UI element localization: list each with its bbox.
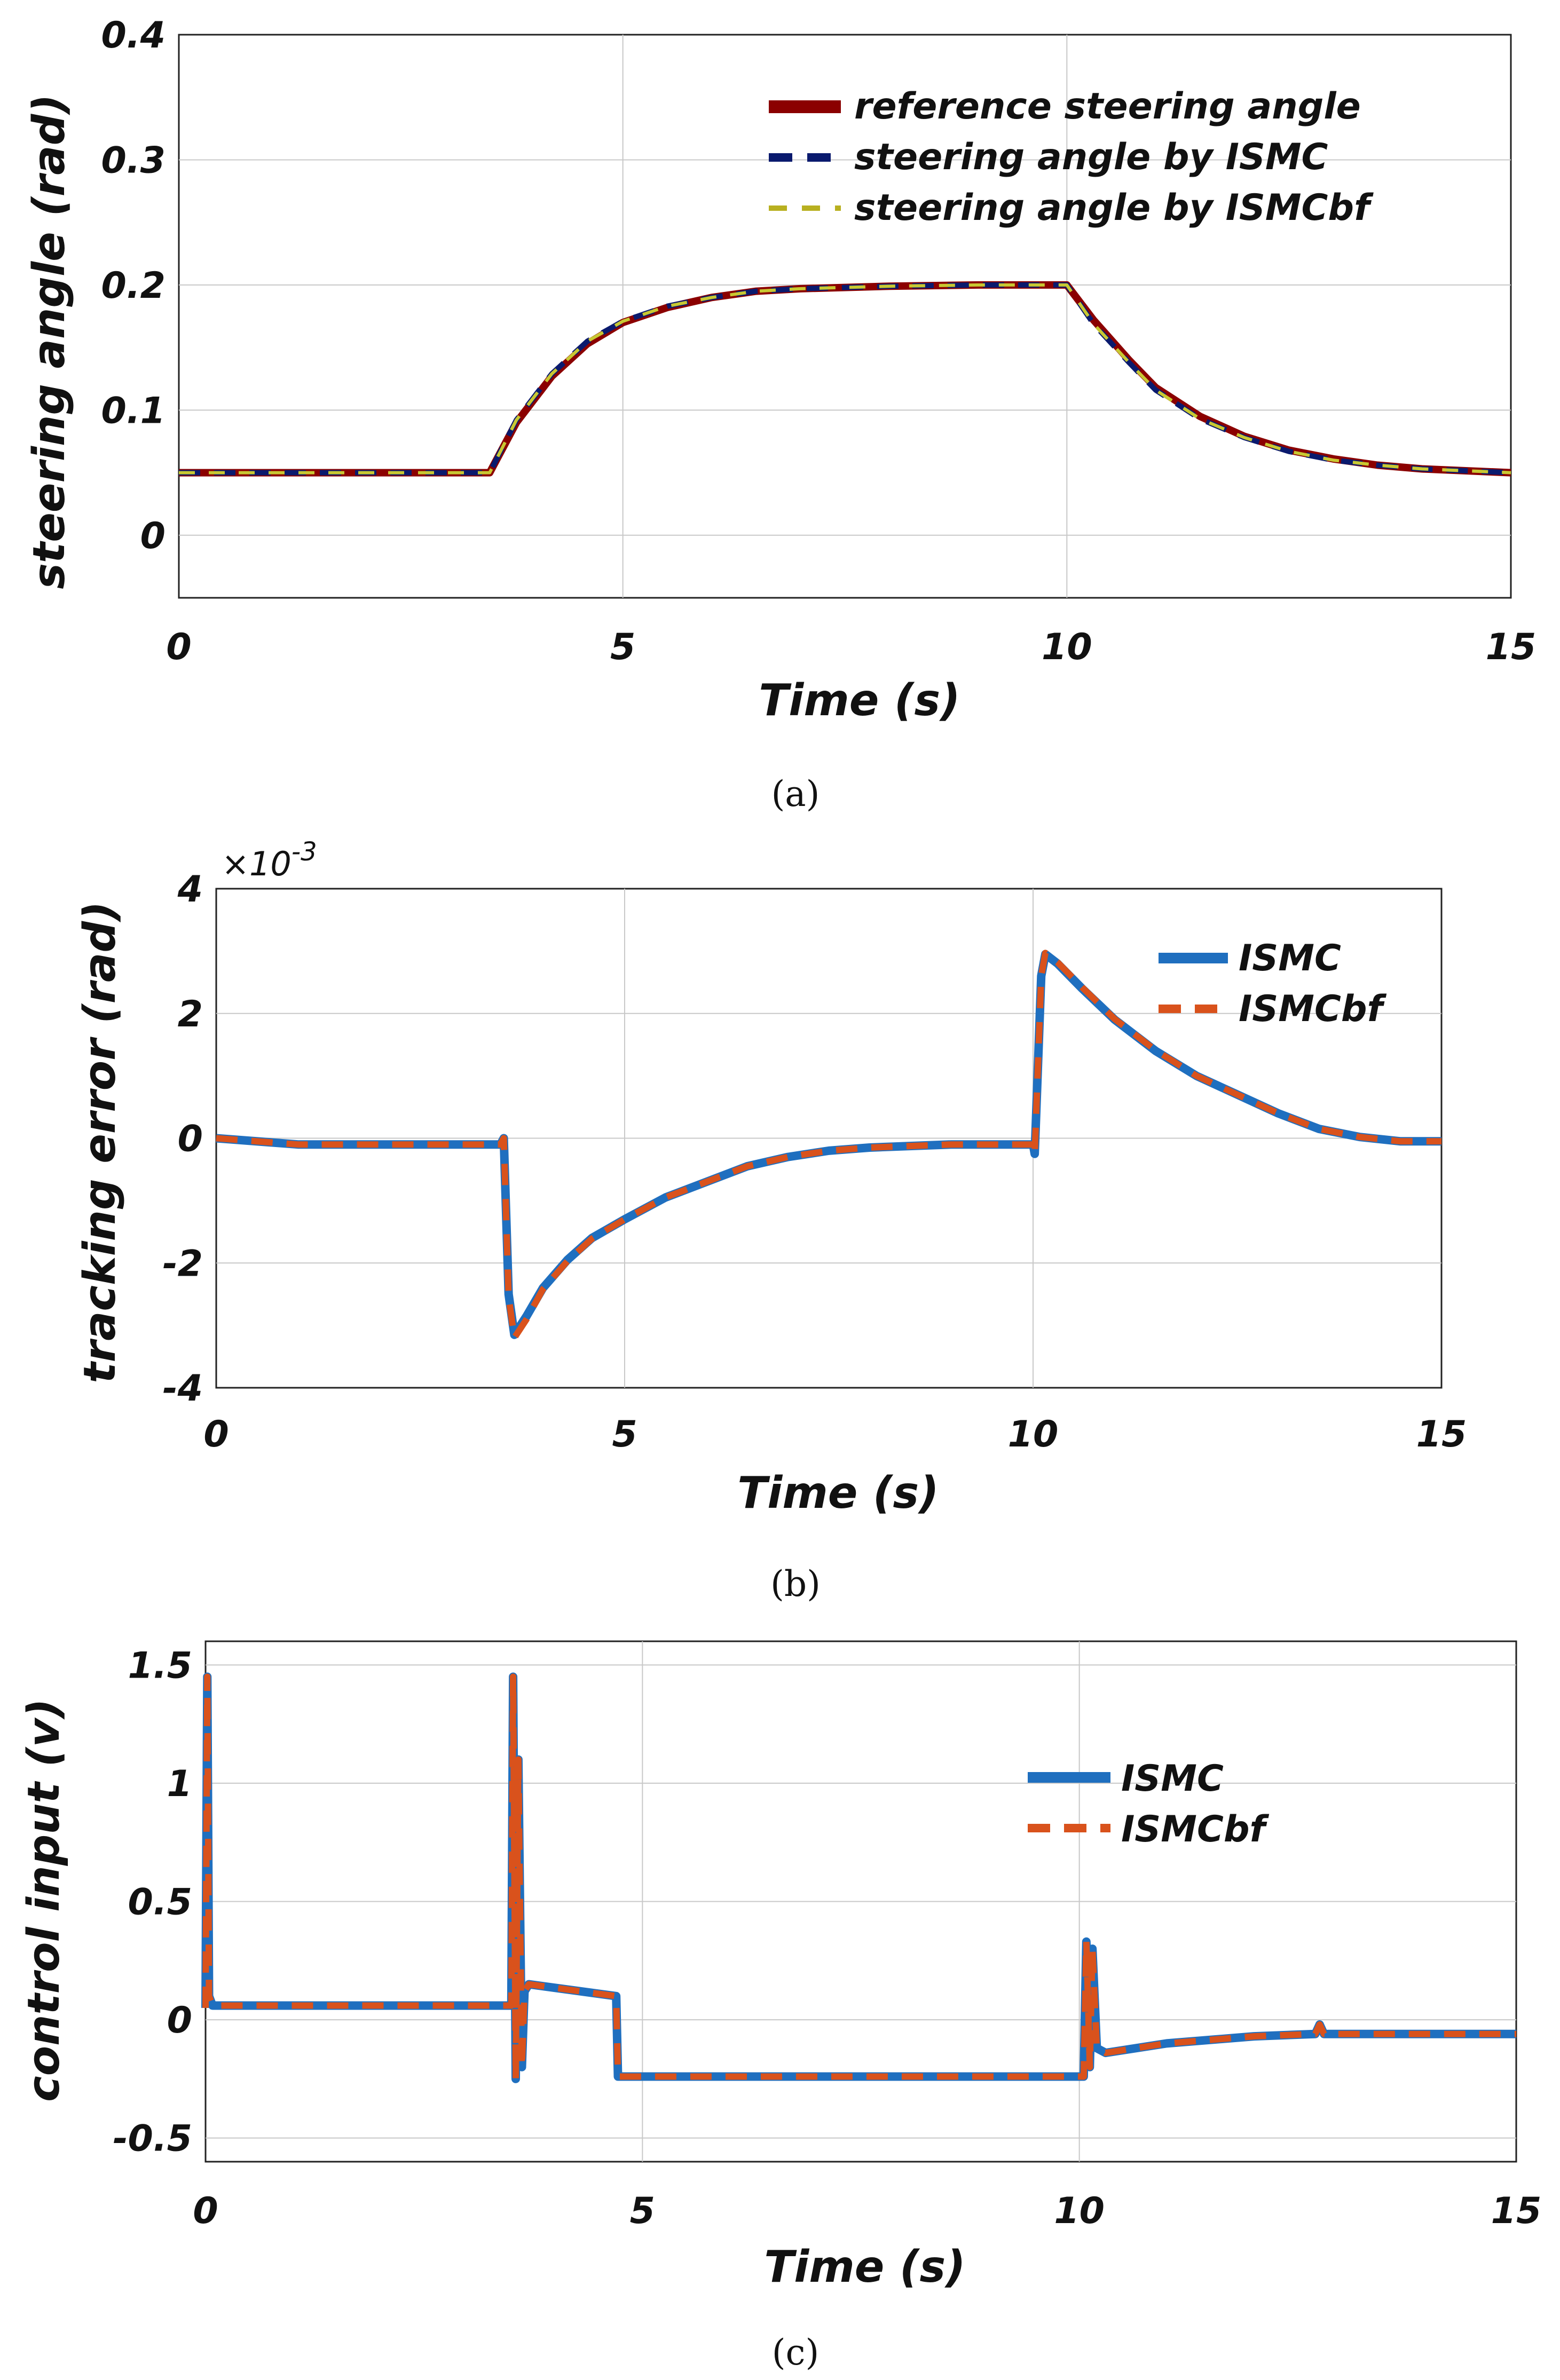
panel-b-grid (216, 889, 1441, 1388)
panel-b: -4 -2 0 2 4 0 5 10 15 ×10-3 Time (s) tracking e… (75, 837, 1467, 1604)
x-tick-label: 0 (203, 1413, 229, 1456)
panel-b-x-ticks: 0 5 10 15 (203, 1413, 1467, 1456)
panel-a: 0 0.1 0.2 0.3 0.4 0 5 10 15 Time (s) steering a… (24, 14, 1536, 815)
y-tick-label: -2 (162, 1243, 203, 1285)
panel-b-scale-label: ×10-3 (222, 837, 317, 883)
x-tick-label: 10 (1054, 2190, 1105, 2232)
y-tick-label: -0.5 (113, 2118, 192, 2160)
panel-b-series (216, 950, 1441, 1341)
legend-label-ismc-b: ISMC (1239, 937, 1341, 979)
panel-b-caption: (b) (770, 1563, 821, 1604)
panel-c-grid (206, 1641, 1516, 2162)
x-tick-label: 5 (630, 2190, 655, 2232)
legend-label-ismcbf-b: ISMCbf (1239, 988, 1387, 1030)
legend-label-ismc-c: ISMC (1121, 1758, 1224, 1800)
y-tick-label: 0.2 (101, 265, 166, 307)
y-tick-label: 1.5 (128, 1644, 192, 1687)
panel-c-x-axis-label: Time (s) (764, 2242, 965, 2292)
y-tick-label: -4 (162, 1367, 203, 1410)
y-tick-label: 0.4 (101, 14, 166, 57)
panel-c: -0.500.511.5 0 5 10 15 Time (s) control inp… (19, 1640, 1541, 2373)
panel-c-series (201, 1672, 1516, 2083)
panel-b-legend: ISMC ISMCbf (1159, 937, 1387, 1030)
y-tick-label: 0.5 (128, 1881, 192, 1924)
x-tick-label: 10 (1008, 1413, 1059, 1456)
legend-label-ismc: steering angle by ISMC (854, 136, 1328, 178)
panel-a-series (179, 281, 1511, 477)
panel-c-y-axis-label: control input (v) (19, 1698, 69, 2102)
x-tick-label: 0 (193, 2190, 218, 2232)
x-tick-label: 5 (612, 1413, 637, 1456)
y-tick-label: 0 (140, 515, 166, 557)
y-tick-label: 0.1 (101, 390, 166, 432)
y-tick-label: 4 (177, 868, 203, 911)
panel-a-caption: (a) (771, 773, 820, 815)
x-tick-label: 5 (610, 626, 635, 668)
y-tick-label: 2 (178, 993, 203, 1035)
panel-b-y-axis-label: tracking error (rad) (75, 901, 125, 1383)
y-tick-label: 0.3 (101, 139, 166, 181)
legend-label-reference: reference steering angle (854, 85, 1361, 128)
panel-b-scale-base: ×10 (222, 844, 291, 883)
panel-a-y-axis-label: steering angle (rad) (24, 94, 75, 589)
panel-c-y-ticks: -0.5 0 0.5 1 1.5 (113, 1644, 192, 2160)
panel-a-y-ticks: 0 0.1 0.2 0.3 0.4 (101, 14, 166, 557)
legend-label-ismcbf-c: ISMCbf (1121, 1808, 1270, 1851)
panel-b-y-ticks: -4 -2 0 2 4 (162, 868, 203, 1410)
panel-c-legend: ISMC ISMCbf (1028, 1758, 1270, 1851)
panel-a-x-ticks: 0 5 10 15 (166, 626, 1536, 668)
y-tick-label: 0 (167, 1999, 192, 2042)
panel-a-legend: reference steering angle steering angle … (769, 85, 1374, 229)
y-tick-label: 0 (178, 1118, 203, 1160)
panel-c-x-ticks: 0 5 10 15 (193, 2190, 1541, 2232)
panel-c-caption: (c) (772, 2332, 819, 2373)
y-tick-label: 1 (167, 1763, 192, 1805)
series-line-ismcbf (202, 1673, 1516, 2082)
x-tick-label: 15 (1486, 626, 1537, 668)
series-line-ismcbf (216, 950, 1441, 1341)
panel-a-x-axis-label: Time (s) (759, 675, 960, 726)
panel-b-scale-exponent: -3 (291, 837, 317, 867)
panel-b-x-axis-label: Time (s) (737, 1468, 939, 1519)
x-tick-label: 15 (1491, 2190, 1542, 2232)
x-tick-label: 0 (166, 626, 191, 668)
x-tick-label: 10 (1042, 626, 1092, 668)
series-line-steering-angle-by-ismcbf (179, 283, 1511, 475)
x-tick-label: 15 (1416, 1413, 1467, 1456)
legend-label-ismcbf: steering angle by ISMCbf (854, 187, 1374, 229)
panel-a-plot-area (178, 34, 1512, 599)
